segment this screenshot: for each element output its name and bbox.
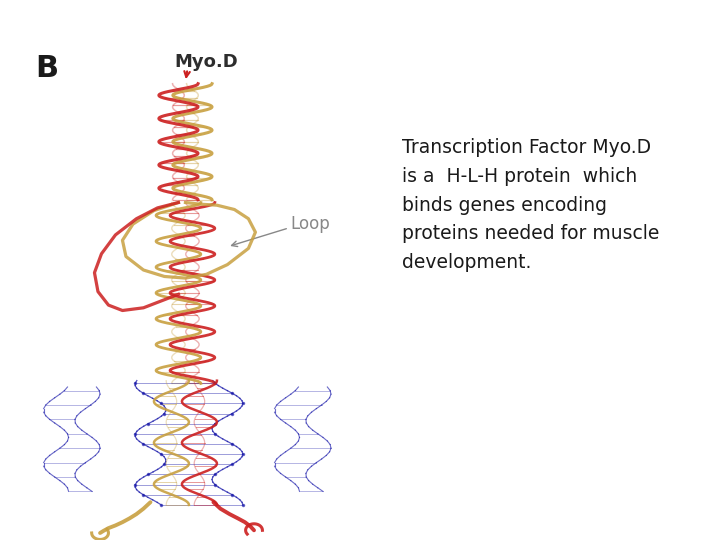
Text: Myo.D: Myo.D — [174, 53, 238, 71]
Text: Transcription Factor Myo.D
is a  H-L-H protein  which
binds genes encoding
prote: Transcription Factor Myo.D is a H-L-H pr… — [402, 138, 660, 272]
Text: B: B — [35, 54, 58, 83]
Text: Loop: Loop — [290, 215, 330, 233]
